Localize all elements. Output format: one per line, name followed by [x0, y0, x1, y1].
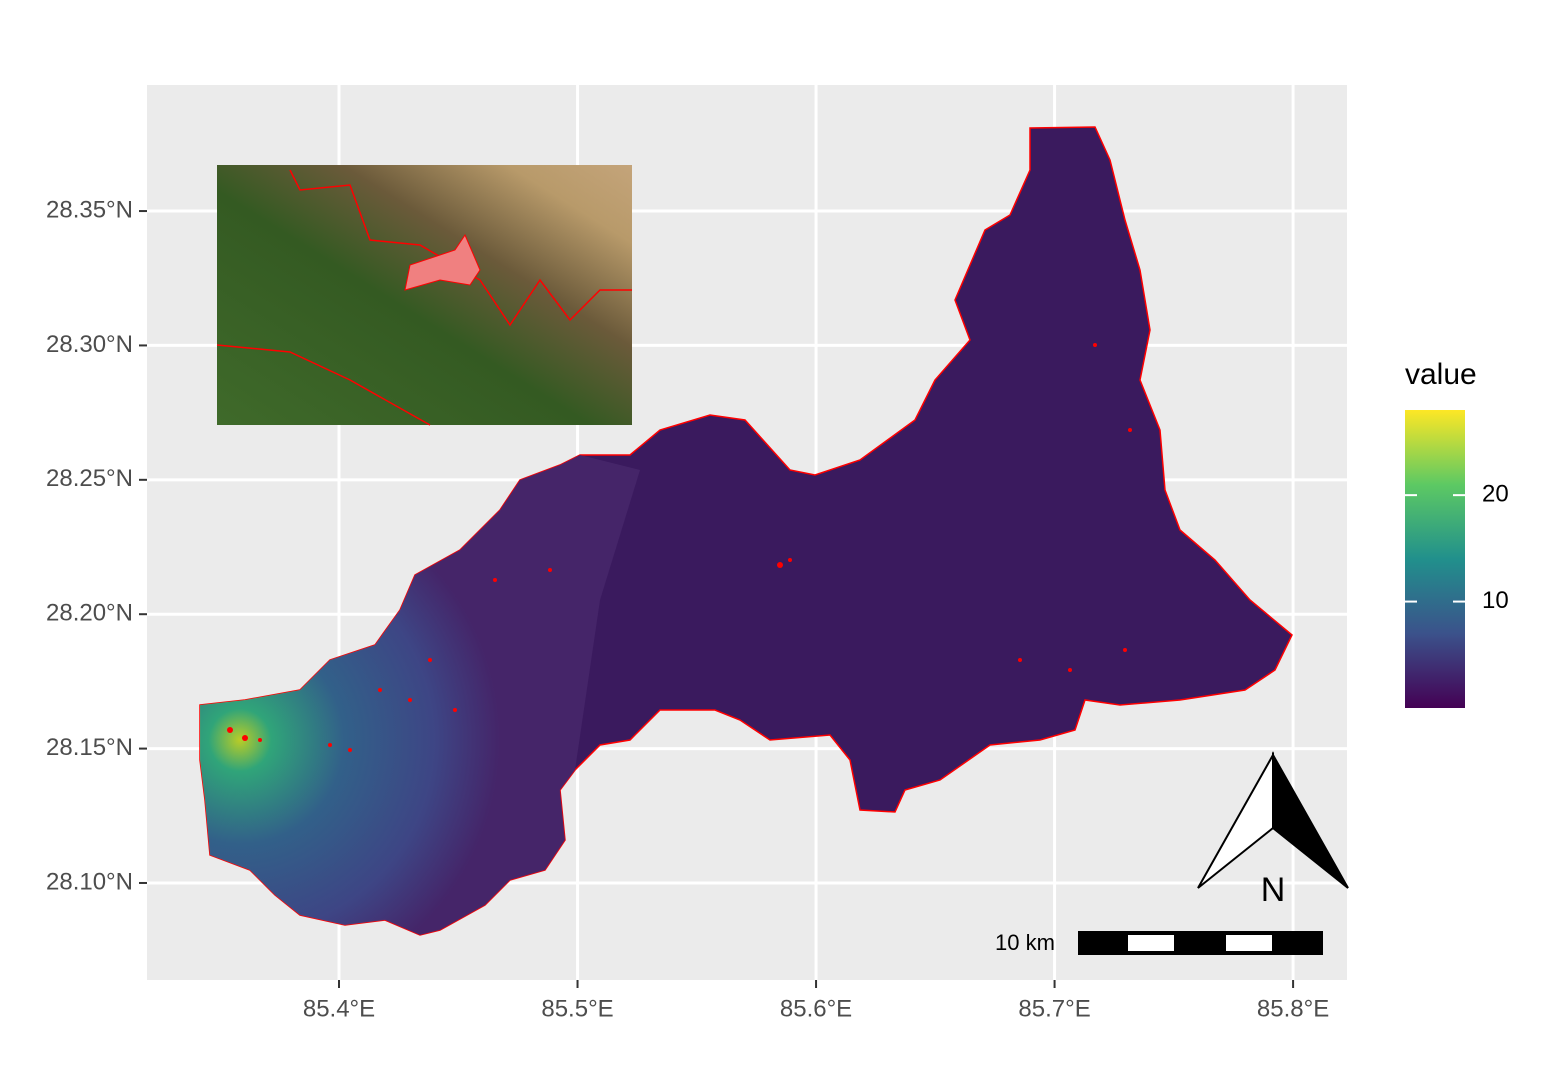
y-tick-label: 28.35°N — [46, 196, 133, 223]
legend-tick-label: 20 — [1482, 480, 1509, 507]
y-tick-label: 28.20°N — [46, 600, 133, 627]
y-tick-label: 28.25°N — [46, 465, 133, 492]
x-tick-label: 85.6°E — [780, 995, 852, 1022]
north-arrow-right — [1272, 751, 1349, 889]
observation-points — [227, 343, 1132, 752]
y-tick-label: 28.30°N — [46, 331, 133, 358]
north-label: N — [1261, 871, 1286, 909]
inset-border — [216, 344, 431, 426]
high-value-area — [200, 455, 640, 935]
legend-tick-label: 10 — [1482, 587, 1509, 614]
scale-bar-label: 10 km — [995, 930, 1055, 955]
inset-catchment — [404, 233, 481, 291]
x-tick-label: 85.8°E — [1257, 995, 1329, 1022]
y-tick-label: 28.15°N — [46, 734, 133, 761]
legend-title: value — [1405, 358, 1477, 391]
inset-map — [217, 165, 632, 425]
scale-bar-segment — [1128, 935, 1174, 951]
inset-border — [289, 169, 632, 327]
y-tick-label: 28.10°N — [46, 868, 133, 895]
x-tick-label: 85.4°E — [303, 995, 375, 1022]
x-tick-label: 85.5°E — [541, 995, 613, 1022]
scale-bar-segment — [1226, 935, 1272, 951]
x-tick-label: 85.7°E — [1018, 995, 1090, 1022]
scale-bar — [1078, 931, 1323, 955]
colorbar — [1405, 410, 1465, 708]
